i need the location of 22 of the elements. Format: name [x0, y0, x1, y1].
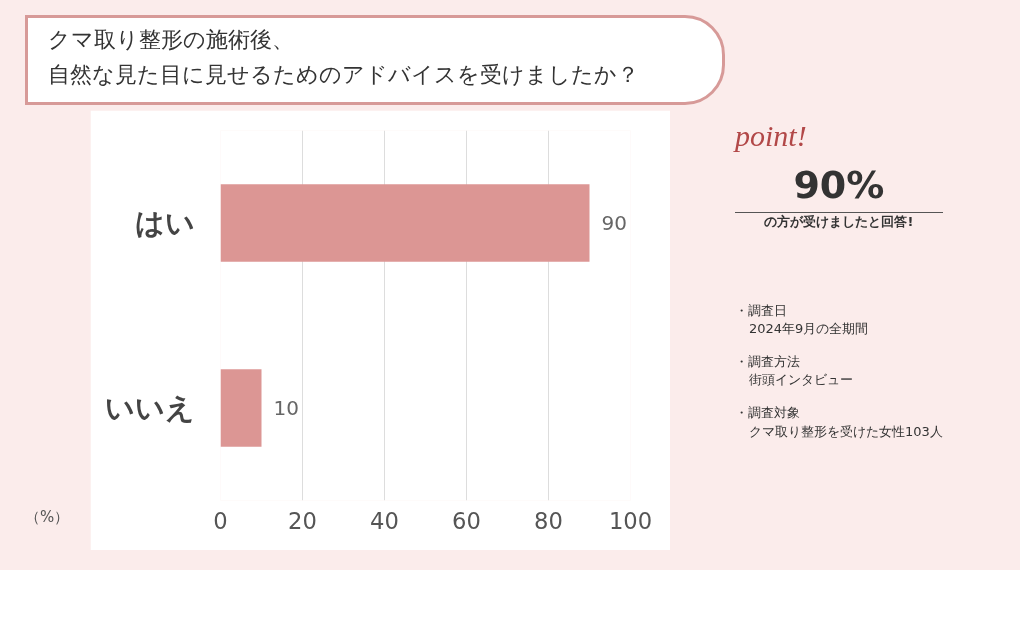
text: 2024年9月の全期間	[748, 320, 870, 339]
x-axis-title: （%）	[25, 507, 70, 528]
text: 街頭インタビュー	[748, 371, 854, 390]
text: 90%	[735, 157, 943, 214]
y-tick-label: はい	[134, 206, 195, 240]
x-tick-label: 20	[288, 507, 317, 534]
x-tick-label: 0	[213, 507, 228, 534]
text: point!	[735, 118, 808, 154]
text: ・調査方法	[735, 352, 801, 371]
x-tick-label: 100	[608, 507, 653, 534]
chart-subtitle: 自然な見た目に見せるためのアドバイスを受けましたか？	[48, 62, 639, 88]
x-tick-label: 60	[452, 507, 481, 534]
text: の方が受けましたと回答!	[763, 213, 915, 232]
data-label: 10	[273, 396, 299, 420]
data-label: 90	[601, 211, 627, 235]
text: クマ取り整形を受けた女性103人	[748, 422, 943, 441]
y-tick-label: いいえ	[104, 391, 195, 425]
x-tick-label: 40	[370, 507, 399, 534]
x-tick-label: 80	[534, 507, 563, 534]
text: ・調査日	[735, 301, 788, 320]
chart-title: クマ取り整形の施術後、	[48, 27, 294, 52]
text: ・調査対象	[735, 403, 801, 422]
